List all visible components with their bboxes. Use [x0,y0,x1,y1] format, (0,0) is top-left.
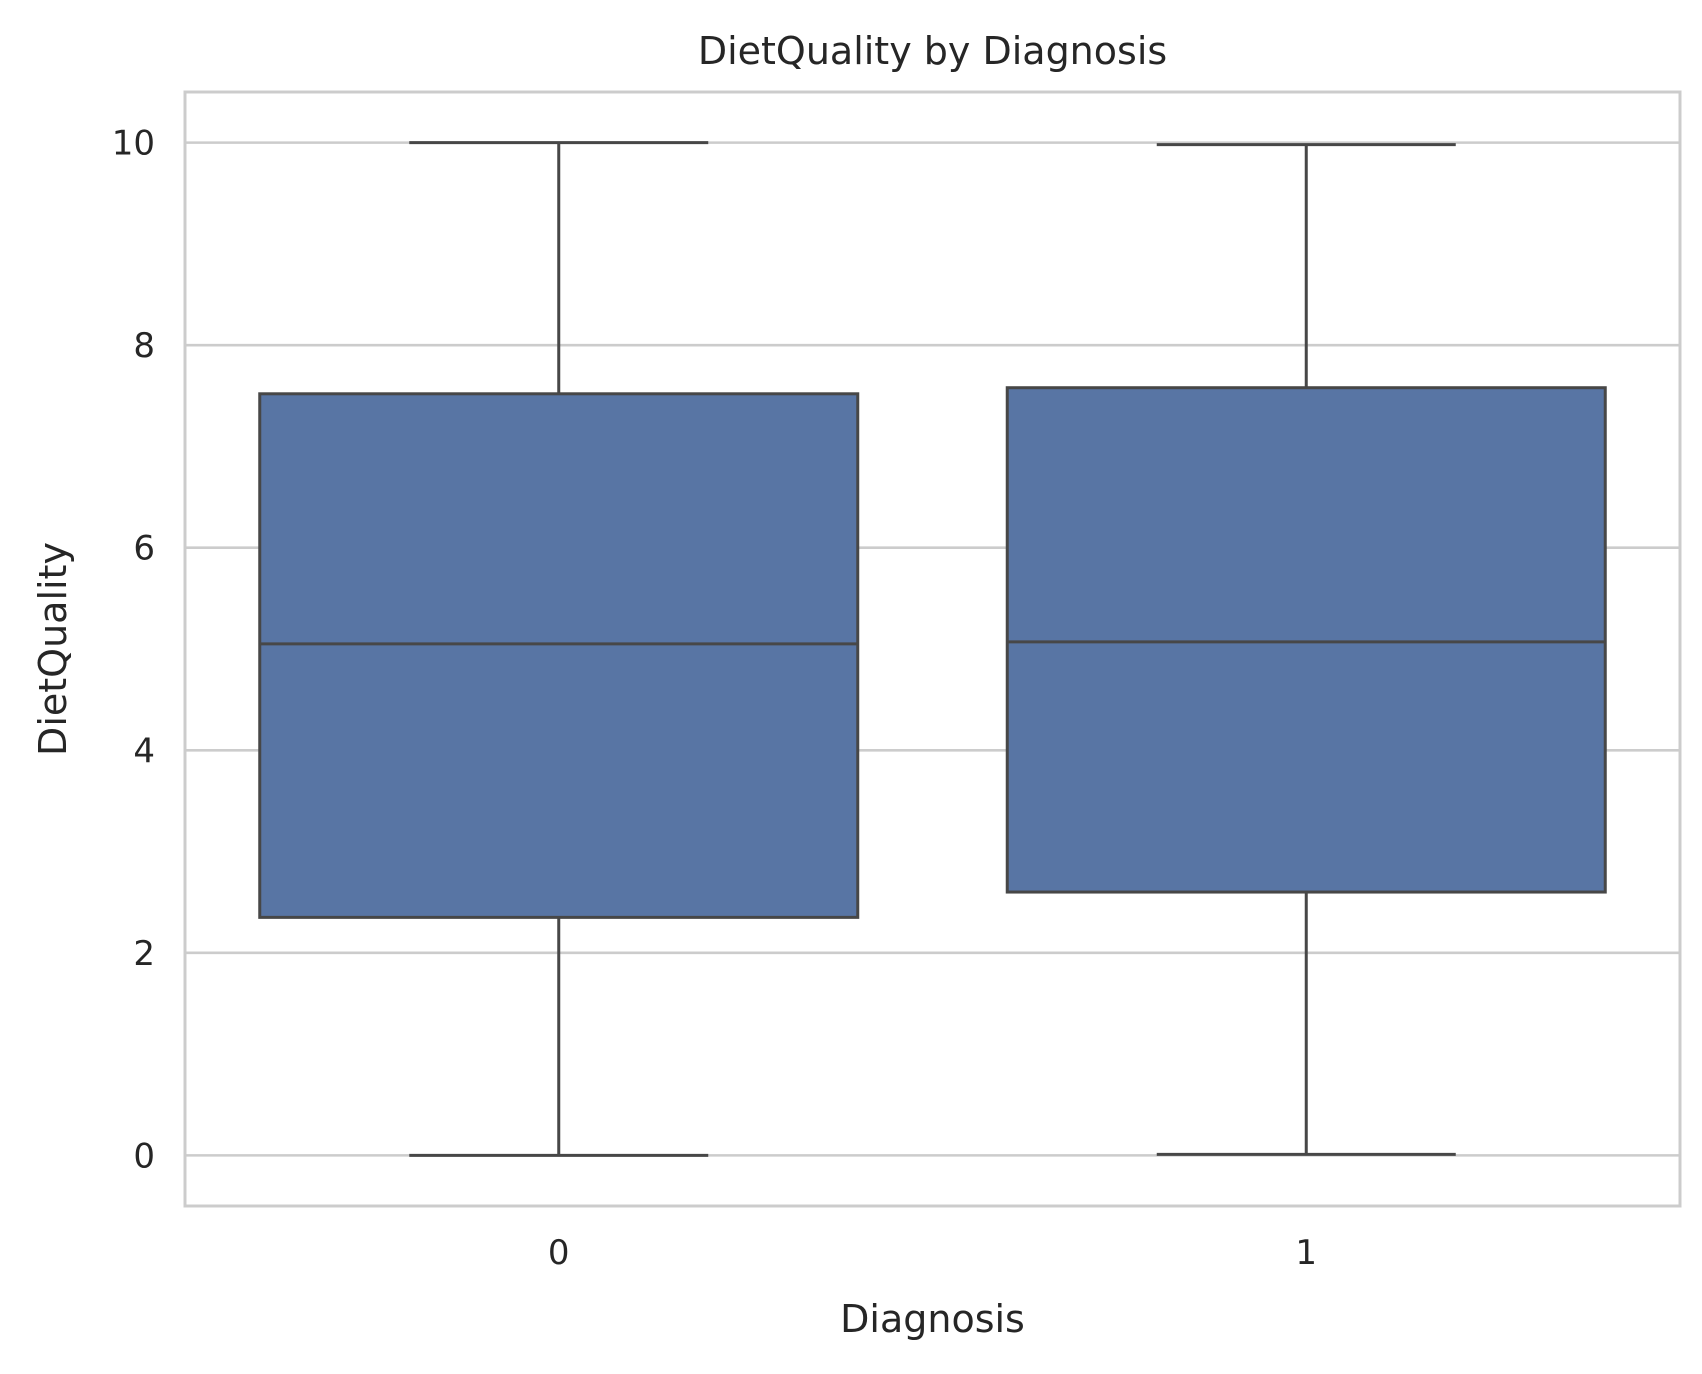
y-tick-label-8: 8 [133,326,155,366]
y-tick-label-0: 0 [133,1136,155,1176]
box-plots [258,141,1607,1157]
box-group-0 [258,141,860,1157]
y-tick-label-10: 10 [112,124,155,164]
chart-title: DietQuality by Diagnosis [698,29,1167,73]
x-tick-label-1: 1 [1295,1233,1317,1273]
y-tick-labels: 0 2 4 6 8 10 [112,124,155,1177]
box-1 [1005,386,1607,894]
x-tick-label-0: 0 [548,1233,570,1273]
y-tick-label-2: 2 [133,934,155,974]
y-axis-label: DietQuality [31,542,75,756]
box-0 [258,392,860,919]
y-tick-label-6: 6 [133,529,155,569]
y-tick-label-4: 4 [133,731,155,771]
x-axis-label: Diagnosis [840,1297,1025,1341]
box-group-1 [1005,143,1607,1156]
plot-frame [183,90,1682,1208]
